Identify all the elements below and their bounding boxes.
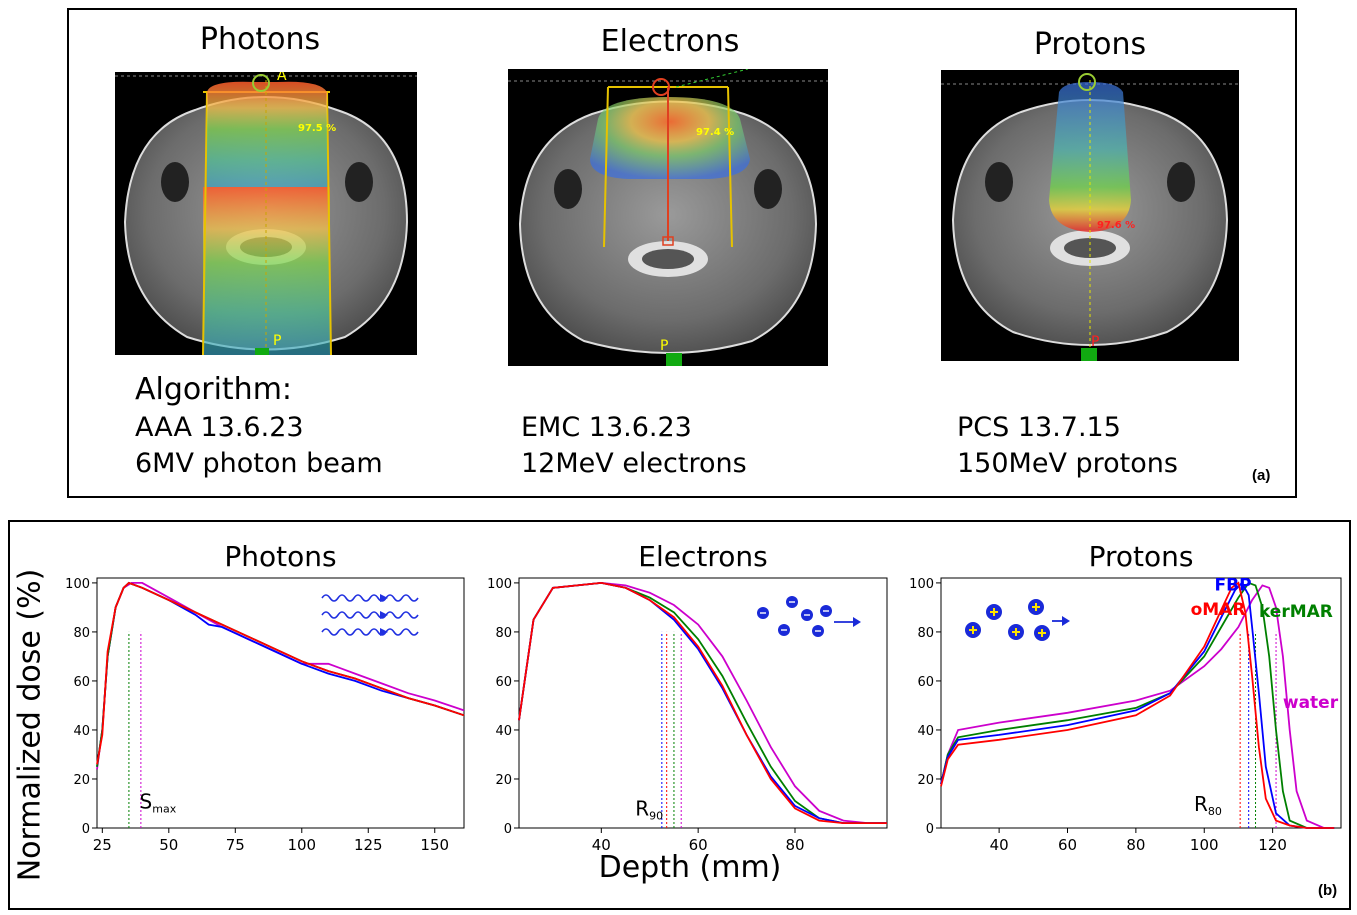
x-tick-label: 80 — [1126, 836, 1145, 854]
ct-image-electrons: P 97.4 % — [508, 69, 828, 366]
x-tick-label: 75 — [226, 836, 245, 854]
x-tick-label: 150 — [420, 836, 449, 854]
series-line-omar — [940, 581, 1335, 829]
marker-p-protons: P — [1091, 334, 1099, 350]
y-tick-label: 80 — [495, 626, 512, 641]
x-axis-label: Depth (mm) — [598, 850, 782, 885]
x-tick-label: 40 — [990, 836, 1009, 854]
dose-max-photons: 97.5 % — [298, 123, 336, 134]
chart-title: Protons — [1089, 540, 1194, 573]
y-tick-label: 0 — [504, 822, 512, 837]
series-label-omar: oMAR — [1191, 600, 1246, 620]
series-line-fbp — [518, 581, 887, 824]
y-tick-label: 20 — [73, 773, 90, 788]
y-tick-label: 40 — [495, 724, 512, 739]
chart-title: Photons — [224, 540, 336, 573]
marker-p-electrons: P — [660, 338, 668, 354]
ct-image-protons: P 97.6 % — [941, 70, 1239, 361]
chart-photons: Photons 25 50 75 100 125 150 0 20 40 60 80 100 Smax — [65, 540, 465, 854]
y-tick-label: 80 — [73, 626, 90, 641]
y-tick-label: 40 — [917, 724, 934, 739]
algorithm-heading: Algorithm: — [135, 372, 293, 407]
series-label-kermar: kerMAR — [1259, 602, 1333, 622]
y-tick-label: 60 — [73, 675, 90, 690]
plot-frame — [940, 577, 1342, 829]
range-annotation: R90 — [635, 797, 663, 823]
x-tick-label: 80 — [785, 836, 804, 854]
beam-protons: 150MeV protons — [957, 448, 1178, 479]
plot-frame — [96, 577, 465, 829]
beam-photons: 6MV photon beam — [135, 448, 383, 479]
panel-a — [67, 8, 1297, 498]
marker-a-photons: A — [277, 72, 287, 84]
series-line-kermar — [96, 581, 465, 767]
panel-b-label: (b) — [1318, 882, 1338, 899]
x-tick-label: 100 — [287, 836, 316, 854]
range-annotation: R80 — [1194, 792, 1222, 818]
y-tick-label: 80 — [917, 626, 934, 641]
panel-a-label: (a) — [1252, 467, 1271, 484]
y-tick-label: 40 — [73, 724, 90, 739]
series-label-water: water — [1283, 693, 1339, 713]
series-line-kermar — [940, 581, 1335, 829]
x-tick-label: 40 — [592, 836, 611, 854]
proton-icon — [965, 599, 1070, 641]
series-line-water — [96, 582, 465, 770]
algorithm-protons: PCS 13.7.15 150MeV protons — [957, 410, 1277, 482]
panel-b — [8, 520, 1351, 910]
range-annotation-subscript: 80 — [1208, 805, 1222, 818]
plot-frame — [518, 577, 888, 829]
series-line-fbp — [96, 581, 465, 767]
chart-electrons: Electrons 40 60 80 0 20 40 60 80 100 R90 — [487, 540, 888, 854]
y-tick-label: 100 — [65, 577, 90, 592]
y-tick-label: 20 — [495, 773, 512, 788]
x-tick-label: 100 — [1190, 836, 1219, 854]
protons-title-a: Protons — [1033, 27, 1147, 62]
beam-electrons: 12MeV electrons — [521, 448, 747, 479]
algorithm-name-protons: PCS 13.7.15 — [957, 412, 1121, 443]
y-tick-label: 60 — [917, 675, 934, 690]
algorithm-name-electrons: EMC 13.6.23 — [521, 412, 692, 443]
series-line-kermar — [518, 581, 887, 824]
algorithm-electrons: EMC 13.6.23 12MeV electrons — [521, 410, 841, 482]
chart-protons: Protons 40 60 80 100 120 0 20 40 60 80 100 R80 FBP oMA… — [909, 540, 1342, 854]
x-tick-label: 50 — [159, 836, 178, 854]
x-tick-label: 60 — [689, 836, 708, 854]
x-tick-label: 125 — [354, 836, 383, 854]
chart-title: Electrons — [638, 540, 767, 573]
x-tick-label: 25 — [93, 836, 112, 854]
x-tick-label: 120 — [1258, 836, 1287, 854]
y-tick-label: 20 — [917, 773, 934, 788]
dose-max-electrons: 97.4 % — [696, 127, 734, 138]
range-annotation: Smax — [140, 789, 177, 815]
series-label-fbp: FBP — [1215, 575, 1252, 595]
x-tick-label: 60 — [1058, 836, 1077, 854]
dose-max-protons: 97.6 % — [1097, 220, 1135, 231]
y-tick-label: 0 — [926, 822, 934, 837]
marker-p-photons: P — [273, 333, 281, 349]
algorithm-name-photons: AAA 13.6.23 — [135, 412, 304, 443]
y-tick-label: 0 — [82, 822, 90, 837]
series-line-omar — [96, 581, 465, 765]
y-tick-label: 100 — [487, 577, 512, 592]
y-tick-label: 100 — [909, 577, 934, 592]
series-line-water — [518, 581, 887, 824]
algorithm-photons: Algorithm: AAA 13.6.23 6MV photon beam — [135, 370, 455, 482]
ct-image-photons: A P 97.5 % — [115, 72, 417, 355]
range-annotation-subscript: 90 — [649, 810, 663, 823]
photons-title-a: Photons — [199, 22, 321, 57]
electron-icon — [757, 596, 861, 637]
electrons-title-a: Electrons — [600, 24, 740, 59]
series-line-omar — [518, 581, 887, 824]
photon-wave-icon — [321, 594, 419, 636]
range-annotation-subscript: max — [152, 802, 176, 815]
y-tick-label: 60 — [495, 675, 512, 690]
